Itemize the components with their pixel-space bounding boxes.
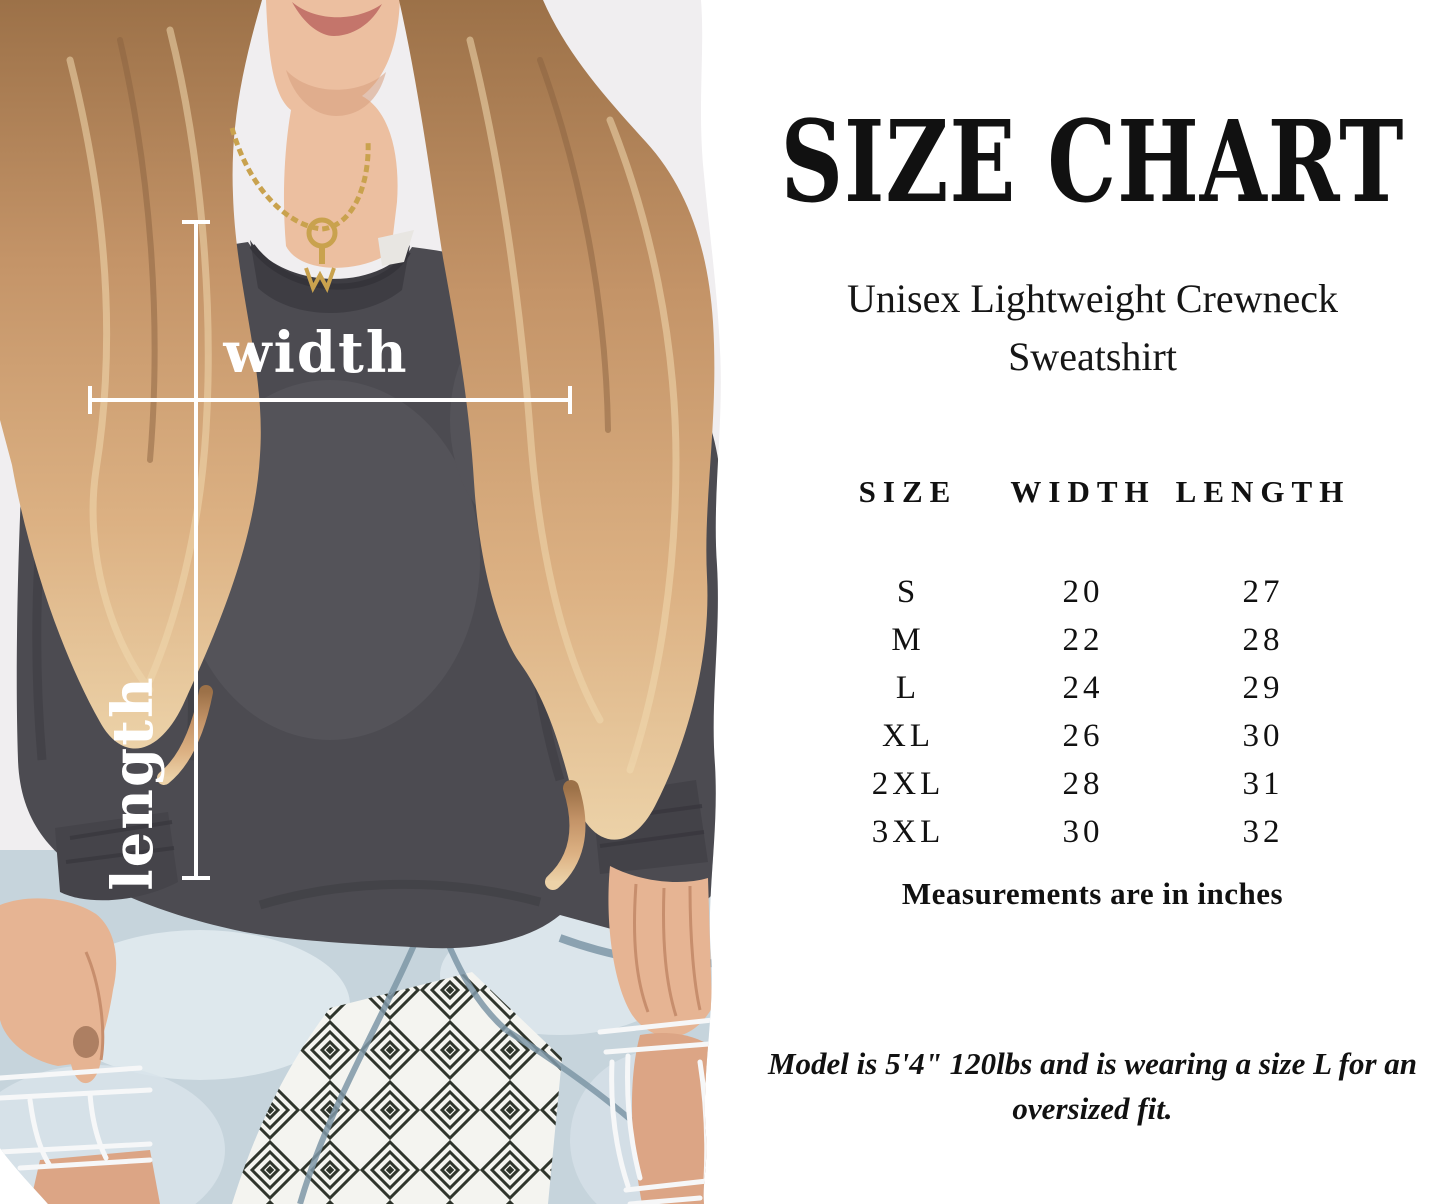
cell-size: S (896, 574, 920, 610)
cell-size: M (891, 622, 925, 658)
cell-width: 24 (1062, 670, 1104, 706)
units-note: Measurements are in inches (901, 876, 1284, 911)
cell-width: 30 (1062, 814, 1104, 850)
undershirt-peek (378, 230, 414, 266)
hair (0, 0, 715, 890)
size-table-header: SIZE WIDTH LENGTH (818, 474, 1358, 510)
lips (292, 2, 382, 36)
model-photo-illustration: width length (0, 0, 721, 1204)
collar (250, 240, 410, 314)
page-title: SIZE CHART (780, 96, 1405, 228)
cell-width: 20 (1062, 574, 1104, 610)
hands (0, 866, 712, 1084)
cell-length: 28 (1242, 622, 1284, 658)
blanket (232, 972, 562, 1204)
model-face-neck (266, 0, 400, 268)
width-label: width (222, 320, 408, 386)
table-row: XL 26 30 (818, 712, 1358, 760)
size-table-body: S 20 27 M 22 28 L 24 29 XL 26 30 (818, 568, 1358, 856)
size-table: SIZE WIDTH LENGTH S 20 27 M 22 28 L 24 (818, 474, 1358, 856)
ripped-thigh-left (0, 1065, 160, 1204)
cell-length: 32 (1242, 814, 1284, 850)
length-label: length (100, 675, 166, 890)
model-note: Model is 5'4" 120lbs and is wearing a si… (767, 1046, 1418, 1126)
fingernail (73, 1026, 99, 1058)
necklace-m-pendant (304, 267, 336, 293)
cell-length: 31 (1242, 766, 1284, 802)
cell-size: 3XL (871, 814, 945, 850)
table-row: 2XL 28 31 (818, 760, 1358, 808)
cell-size: L (895, 670, 921, 706)
cell-length: 29 (1242, 670, 1284, 706)
table-row: L 24 29 (818, 664, 1358, 712)
cell-size: XL (882, 718, 934, 754)
table-row: M 22 28 (818, 616, 1358, 664)
table-row: S 20 27 (818, 568, 1358, 616)
length-measure-line (182, 220, 210, 880)
product-subtitle: Unisex Lightweight Crewneck Sweatshirt (847, 276, 1338, 379)
model-photo: width length (0, 0, 721, 1204)
cell-width: 22 (1062, 622, 1104, 658)
cell-width: 28 (1062, 766, 1104, 802)
size-chart-panel: SIZE CHART Unisex Lightweight Crewneck S… (740, 0, 1445, 1204)
table-row: 3XL 30 32 (818, 808, 1358, 856)
cell-length: 27 (1242, 574, 1284, 610)
measurement-overlay (88, 220, 572, 880)
cell-length: 30 (1242, 718, 1284, 754)
cell-size: 2XL (871, 766, 945, 802)
col-header-length: LENGTH (1175, 474, 1351, 509)
cell-width: 26 (1062, 718, 1104, 754)
col-header-width: WIDTH (1010, 474, 1156, 509)
necklace (229, 127, 371, 293)
width-measure-line (88, 386, 572, 414)
col-header-size: SIZE (858, 474, 958, 509)
